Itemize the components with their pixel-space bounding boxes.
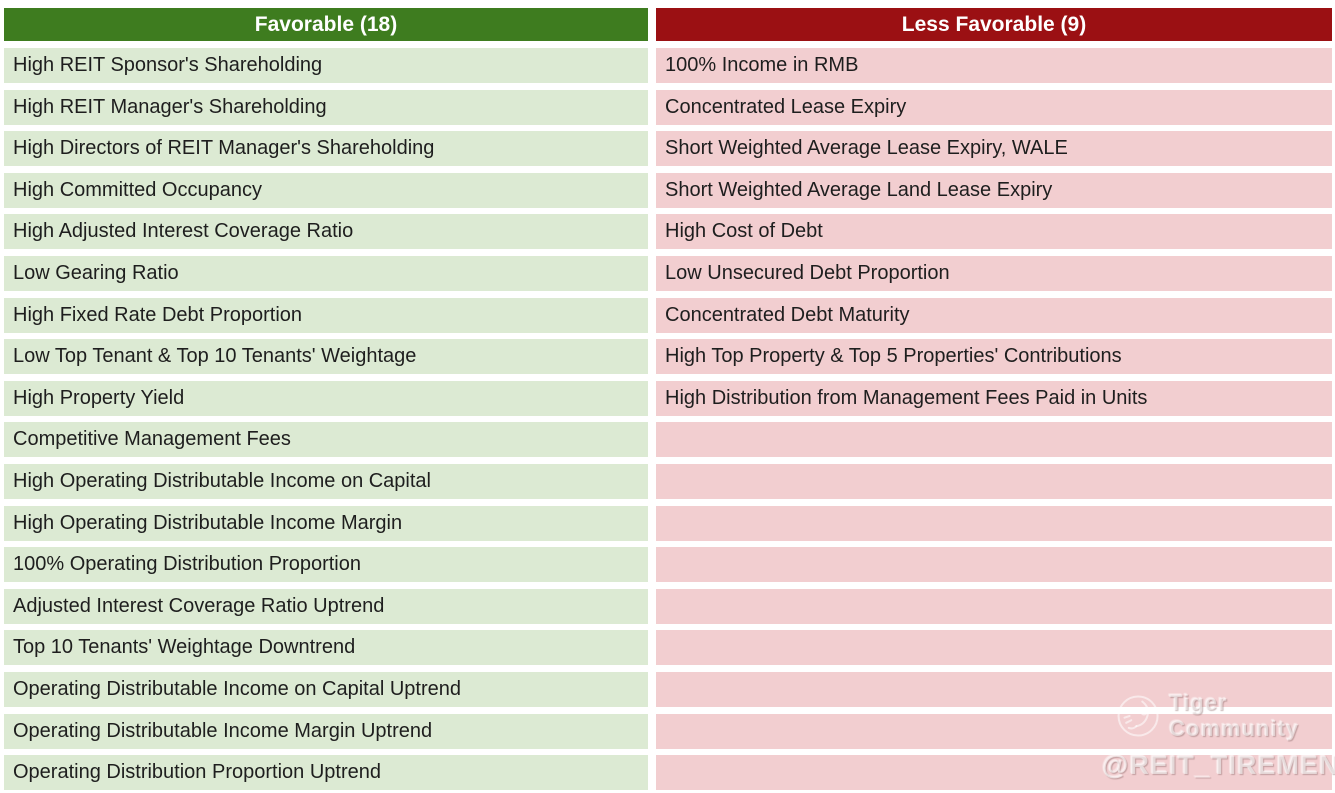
- table-row: High REIT Manager's Shareholding: [4, 89, 648, 125]
- table-row-empty: [656, 630, 1332, 666]
- table-row: Operating Distributable Income on Capita…: [4, 671, 648, 707]
- table-row: High Fixed Rate Debt Proportion: [4, 297, 648, 333]
- table-row-empty: [656, 588, 1332, 624]
- table-row: High Cost of Debt: [656, 214, 1332, 250]
- less-favorable-header: Less Favorable (9): [656, 8, 1332, 41]
- table-row: Operating Distributable Income Margin Up…: [4, 713, 648, 749]
- favorable-header: Favorable (18): [4, 8, 648, 41]
- table-row: Low Gearing Ratio: [4, 255, 648, 291]
- table-row: Low Unsecured Debt Proportion: [656, 255, 1332, 291]
- table-row: High Operating Distributable Income on C…: [4, 463, 648, 499]
- table-row: Concentrated Lease Expiry: [656, 89, 1332, 125]
- table-row-empty: [656, 463, 1332, 499]
- less-favorable-column: Less Favorable (9) 100% Income in RMB Co…: [656, 8, 1332, 793]
- table-row: High Operating Distributable Income Marg…: [4, 505, 648, 541]
- table-row: High Committed Occupancy: [4, 172, 648, 208]
- favorable-column: Favorable (18) High REIT Sponsor's Share…: [4, 8, 648, 793]
- table-row: Short Weighted Average Land Lease Expiry: [656, 172, 1332, 208]
- table-row-empty: [656, 713, 1332, 749]
- table-row: High Top Property & Top 5 Properties' Co…: [656, 339, 1332, 375]
- table-row: Concentrated Debt Maturity: [656, 297, 1332, 333]
- table-row: High Adjusted Interest Coverage Ratio: [4, 214, 648, 250]
- table-row: Short Weighted Average Lease Expiry, WAL…: [656, 131, 1332, 167]
- table-row: High Distribution from Management Fees P…: [656, 380, 1332, 416]
- table-row: Operating Distribution Proportion Uptren…: [4, 755, 648, 791]
- table-row: Adjusted Interest Coverage Ratio Uptrend: [4, 588, 648, 624]
- table-row: 100% Operating Distribution Proportion: [4, 547, 648, 583]
- table-row: Top 10 Tenants' Weightage Downtrend: [4, 630, 648, 666]
- table-row: High REIT Sponsor's Shareholding: [4, 48, 648, 83]
- table-row: High Property Yield: [4, 380, 648, 416]
- table-row-empty: [656, 671, 1332, 707]
- table-row: 100% Income in RMB: [656, 48, 1332, 83]
- table-row: Low Top Tenant & Top 10 Tenants' Weighta…: [4, 339, 648, 375]
- table-row-empty: [656, 755, 1332, 791]
- table-row-empty: [656, 422, 1332, 458]
- table-row: Competitive Management Fees: [4, 422, 648, 458]
- table-row-empty: [656, 505, 1332, 541]
- table-row-empty: [656, 547, 1332, 583]
- table-row: High Directors of REIT Manager's Shareho…: [4, 131, 648, 167]
